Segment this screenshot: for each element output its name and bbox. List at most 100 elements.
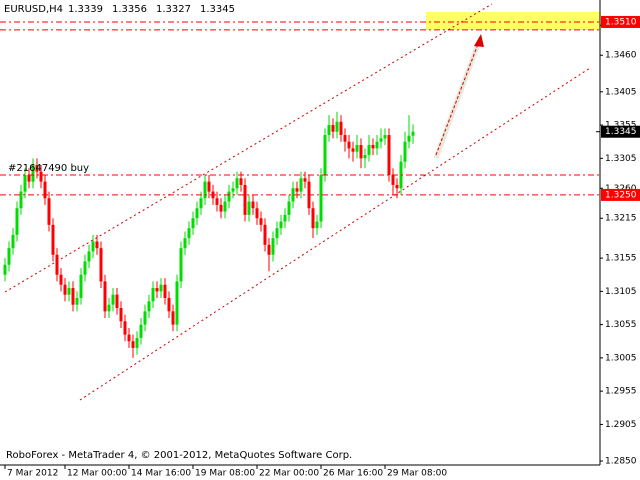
candle-body xyxy=(287,201,291,215)
y-tick-label: 1.3405 xyxy=(605,87,637,97)
candle-body xyxy=(395,184,399,189)
candle-body xyxy=(295,188,299,192)
candle-body xyxy=(163,284,167,299)
candle-body xyxy=(203,181,207,199)
candle-body xyxy=(47,198,51,225)
candle-body xyxy=(267,244,271,255)
candle-body xyxy=(183,238,187,249)
candle-body xyxy=(235,178,239,189)
candle-body xyxy=(135,337,139,348)
candle-body xyxy=(411,131,415,136)
candle-body xyxy=(343,135,347,142)
candle-body xyxy=(103,281,107,312)
level-label-bg xyxy=(601,188,640,201)
candle-body xyxy=(275,228,279,239)
candle-body xyxy=(271,238,275,255)
candle-body xyxy=(283,214,287,222)
x-tick-label: 26 Mar 16:00 xyxy=(323,469,383,479)
candle-body xyxy=(215,198,219,205)
candle-body xyxy=(139,324,143,338)
ohlc-high: 1.3356 xyxy=(112,4,147,15)
candle-body xyxy=(319,174,323,222)
candle-body xyxy=(115,294,119,309)
candle-body xyxy=(371,145,375,149)
y-tick-label: 1.2850 xyxy=(605,457,637,467)
candle-body xyxy=(375,141,379,149)
candle-body xyxy=(279,221,283,229)
channel-upper xyxy=(4,3,493,293)
y-tick-label: 1.3155 xyxy=(605,254,637,264)
candle-body xyxy=(11,234,15,249)
candle-body xyxy=(35,164,39,172)
candle-body xyxy=(79,274,83,299)
y-tick-label: 1.3460 xyxy=(605,51,637,61)
x-tick-label: 7 Mar 2012 xyxy=(7,469,58,479)
x-tick-label: 22 Mar 00:00 xyxy=(259,469,319,479)
candle-body xyxy=(167,298,171,312)
candle-body xyxy=(315,221,319,229)
last-price-bg xyxy=(601,125,640,138)
candle-body xyxy=(259,218,263,225)
candle-body xyxy=(255,208,259,219)
candle-body xyxy=(331,125,335,132)
x-tick-label: 29 Mar 08:00 xyxy=(387,469,447,479)
y-tick-label: 1.2905 xyxy=(605,420,637,430)
candle-body xyxy=(91,241,95,252)
candle-body xyxy=(75,298,79,305)
ohlc-open: 1.3339 xyxy=(68,4,103,15)
candle-body xyxy=(15,208,19,235)
candle-body xyxy=(95,241,99,249)
candle-body xyxy=(227,191,231,202)
candle-body xyxy=(3,264,7,275)
candle-body xyxy=(27,174,31,182)
candle-body xyxy=(99,248,103,282)
candle-body xyxy=(179,248,183,282)
channel-lower xyxy=(79,67,591,401)
candle-body xyxy=(367,145,371,155)
candle-body xyxy=(83,261,87,275)
candle-body xyxy=(263,224,267,245)
candle-body xyxy=(195,208,199,219)
y-tick-label: 1.3260 xyxy=(605,184,637,194)
candle-body xyxy=(231,188,235,192)
candle-body xyxy=(403,141,407,162)
candle-body xyxy=(39,171,43,182)
candle-body xyxy=(383,135,387,139)
candle-body xyxy=(171,311,175,325)
candle-body xyxy=(187,228,191,239)
candle-body xyxy=(151,288,155,302)
candle-body xyxy=(387,135,391,175)
candle-body xyxy=(291,188,295,202)
candle-body xyxy=(407,135,411,142)
candle-body xyxy=(199,198,203,209)
x-tick-label: 14 Mar 16:00 xyxy=(131,469,191,479)
candle-body xyxy=(379,138,383,142)
candle-body xyxy=(43,181,47,199)
candle-body xyxy=(327,125,331,136)
candle-body xyxy=(23,174,27,192)
candle-body xyxy=(119,308,123,322)
order-label: #21647490 buy xyxy=(8,163,89,174)
x-tick-label: 12 Mar 00:00 xyxy=(67,469,127,479)
x-tick-label: 19 Mar 08:00 xyxy=(195,469,255,479)
candle-body xyxy=(323,135,327,175)
candle-body xyxy=(299,178,303,192)
candle-body xyxy=(355,145,359,152)
candle-body xyxy=(223,201,227,212)
candle-body xyxy=(311,208,315,229)
y-tick-label: 1.3055 xyxy=(605,320,637,330)
candle-body xyxy=(219,204,223,212)
candle-body xyxy=(87,251,91,262)
candle-body xyxy=(339,121,343,136)
candle-body xyxy=(51,224,55,255)
candle-body xyxy=(127,334,131,342)
ohlc-low: 1.3327 xyxy=(156,4,191,15)
candle-body xyxy=(19,191,23,209)
candle-body xyxy=(55,254,59,275)
candle-body xyxy=(143,311,147,325)
arrow-shadow xyxy=(433,43,481,159)
candle-body xyxy=(347,141,351,149)
candle-body xyxy=(123,321,127,335)
